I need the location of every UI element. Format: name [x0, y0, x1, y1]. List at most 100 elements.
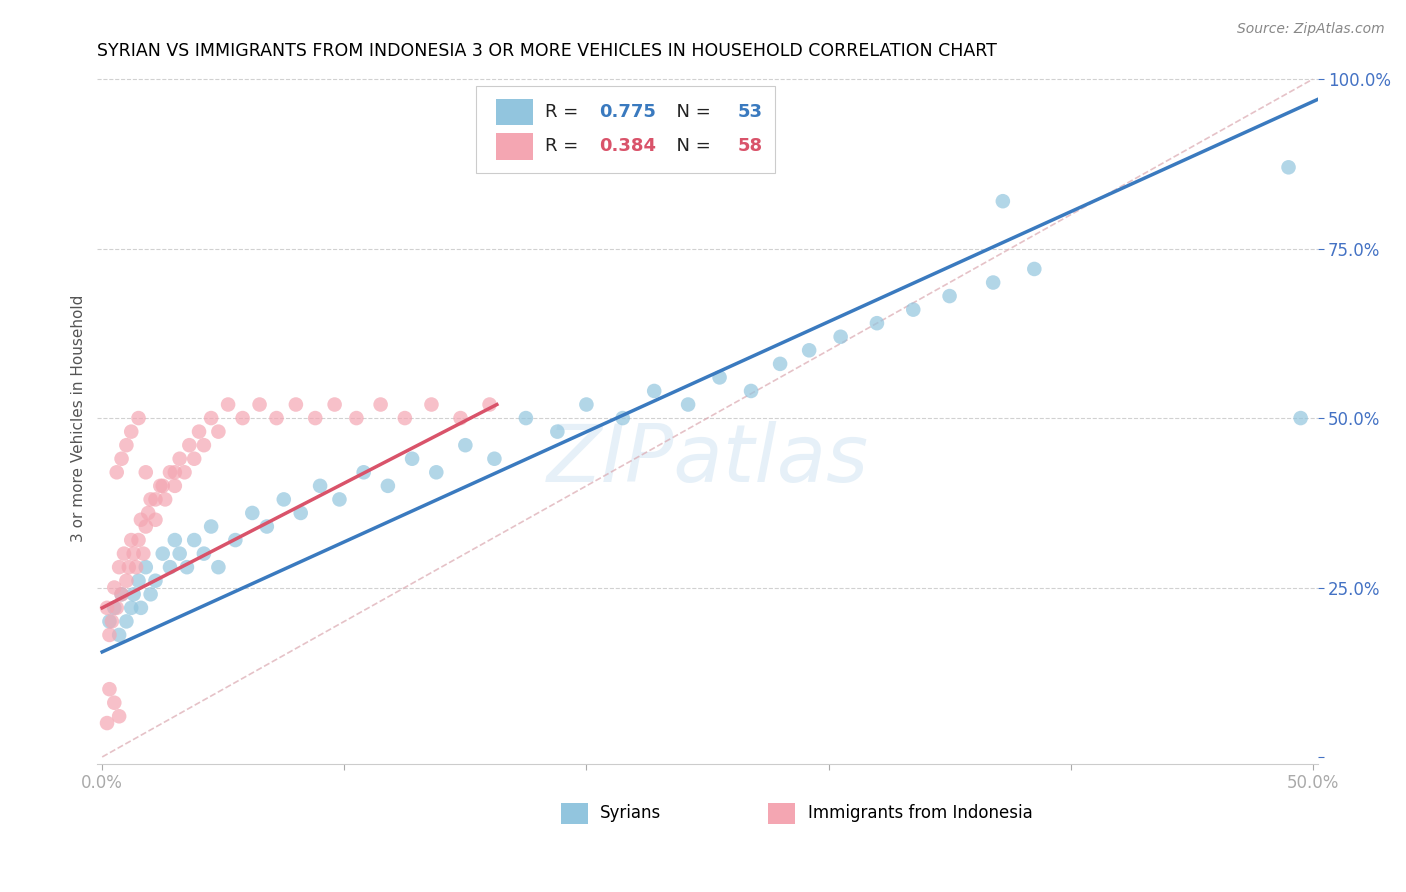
Point: [344, 411, 367, 425]
Point: [103, 696, 125, 710]
Point: [129, 600, 152, 615]
Point: [546, 425, 568, 439]
Text: R =: R =: [546, 103, 583, 120]
Point: [105, 600, 128, 615]
Bar: [496, 99, 533, 125]
Point: [96, 600, 118, 615]
Point: [135, 465, 157, 479]
Text: Immigrants from Indonesia: Immigrants from Indonesia: [807, 805, 1032, 822]
Point: [643, 384, 665, 398]
Point: [110, 451, 132, 466]
Point: [478, 397, 501, 411]
Point: [98, 628, 121, 642]
Point: [108, 560, 131, 574]
Point: [163, 465, 186, 479]
Point: [394, 411, 416, 425]
Point: [169, 451, 191, 466]
Point: [176, 560, 198, 574]
Point: [152, 479, 174, 493]
Point: [183, 451, 205, 466]
Point: [132, 547, 155, 561]
Point: [103, 600, 125, 615]
Point: [200, 519, 222, 533]
Point: [115, 615, 138, 629]
Point: [207, 425, 229, 439]
Point: [163, 479, 186, 493]
Point: [152, 547, 174, 561]
Point: [98, 615, 121, 629]
Point: [125, 560, 148, 574]
Point: [128, 411, 150, 425]
Point: [284, 397, 307, 411]
Point: [709, 370, 731, 384]
Point: [981, 276, 1004, 290]
Point: [120, 533, 142, 547]
Point: [108, 709, 131, 723]
Point: [115, 438, 138, 452]
Point: [128, 574, 150, 588]
Point: [1289, 411, 1312, 425]
Point: [273, 492, 295, 507]
Point: [769, 357, 792, 371]
Point: [240, 506, 263, 520]
Text: 53: 53: [738, 103, 763, 120]
Point: [353, 465, 375, 479]
Point: [401, 451, 423, 466]
Point: [108, 628, 131, 642]
Point: [200, 411, 222, 425]
Point: [145, 574, 167, 588]
Point: [159, 560, 181, 574]
Point: [484, 451, 506, 466]
Text: SYRIAN VS IMMIGRANTS FROM INDONESIA 3 OR MORE VEHICLES IN HOUSEHOLD CORRELATION : SYRIAN VS IMMIGRANTS FROM INDONESIA 3 OR…: [97, 42, 997, 60]
Point: [183, 533, 205, 547]
Text: 0.384: 0.384: [599, 137, 655, 155]
Text: 58: 58: [738, 137, 763, 155]
Point: [266, 411, 288, 425]
Point: [612, 411, 634, 425]
Point: [128, 533, 150, 547]
Point: [740, 384, 762, 398]
Point: [135, 519, 157, 533]
Point: [217, 397, 239, 411]
Point: [866, 316, 889, 330]
Point: [903, 302, 925, 317]
Point: [370, 397, 392, 411]
Point: [377, 479, 399, 493]
Point: [153, 492, 176, 507]
Point: [309, 479, 332, 493]
Point: [290, 506, 312, 520]
Point: [145, 513, 167, 527]
Point: [129, 513, 152, 527]
Point: [115, 574, 138, 588]
Text: ZIPatlas: ZIPatlas: [547, 420, 869, 499]
Text: Source: ZipAtlas.com: Source: ZipAtlas.com: [1237, 22, 1385, 37]
Point: [676, 397, 699, 411]
Point: [425, 465, 447, 479]
Point: [136, 506, 159, 520]
Point: [159, 465, 181, 479]
Point: [799, 343, 821, 358]
Point: [304, 411, 326, 425]
Point: [101, 615, 124, 629]
Point: [193, 547, 215, 561]
Point: [135, 560, 157, 574]
Text: Syrians: Syrians: [600, 805, 661, 822]
Point: [450, 411, 472, 425]
Bar: [769, 803, 796, 824]
Point: [139, 492, 162, 507]
Point: [139, 587, 162, 601]
Point: [110, 587, 132, 601]
Bar: [496, 133, 533, 160]
Text: N =: N =: [665, 137, 716, 155]
Point: [122, 547, 145, 561]
Point: [938, 289, 960, 303]
Point: [163, 533, 186, 547]
Point: [149, 479, 172, 493]
Point: [112, 547, 135, 561]
Point: [179, 438, 201, 452]
Bar: [561, 803, 588, 824]
Point: [173, 465, 195, 479]
Point: [256, 519, 278, 533]
FancyBboxPatch shape: [475, 87, 775, 173]
Point: [120, 600, 142, 615]
